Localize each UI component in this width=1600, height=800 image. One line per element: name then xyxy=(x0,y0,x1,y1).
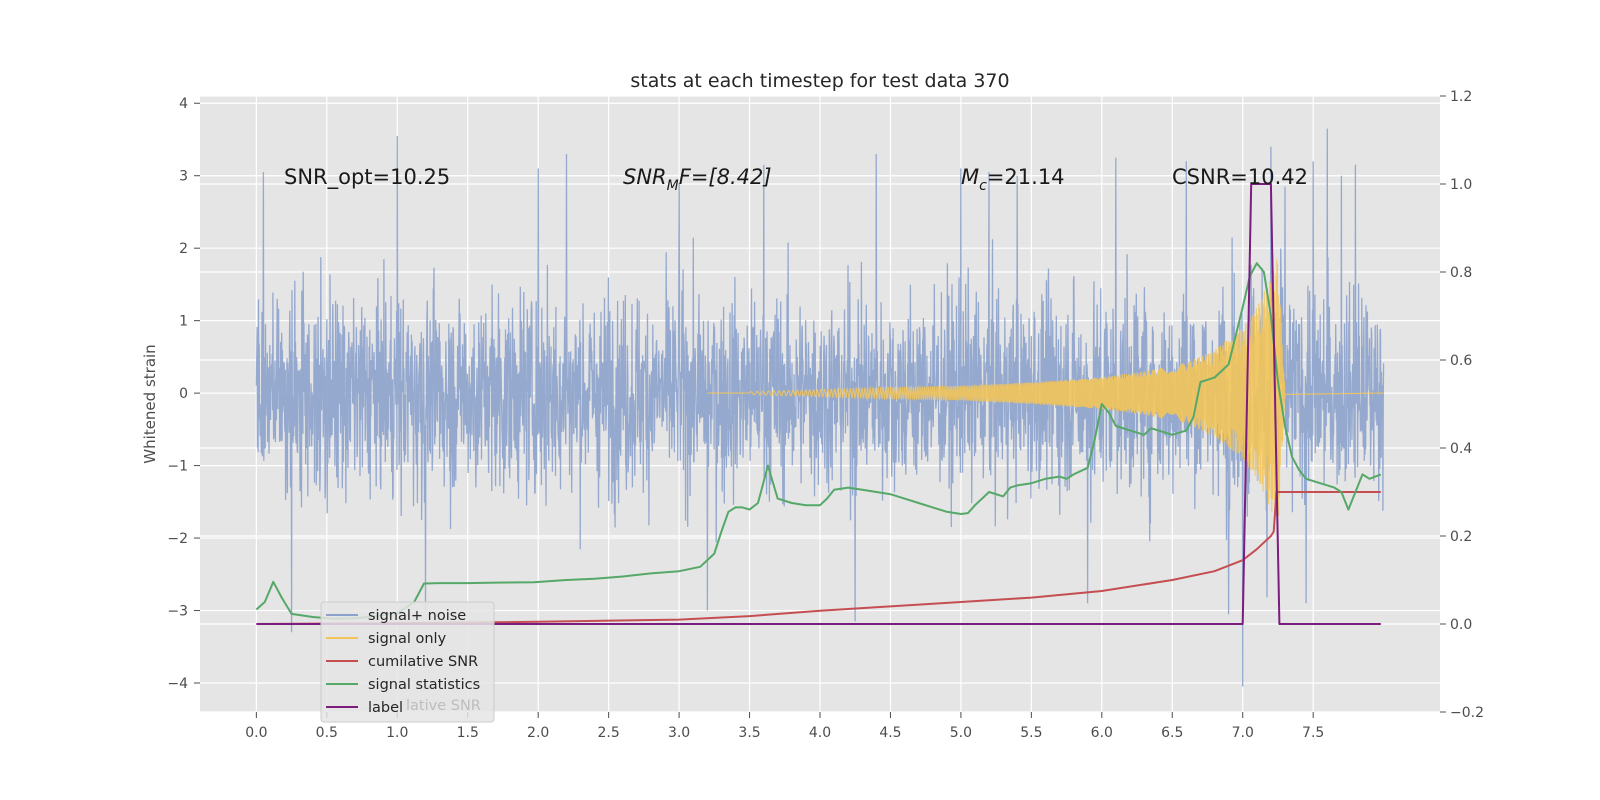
annotation-mc-rest: =21.14 xyxy=(987,165,1065,189)
axes: 0.0 0.5 1.0 1.5 2.0 2.5 3.0 3.5 4.0 4.5 5.0 5.5 6.0 6… xyxy=(167,89,1484,741)
annotation-snr-mf-base: SNR xyxy=(623,165,667,189)
x-tick-label: 1.5 xyxy=(457,725,479,741)
y-tick-label: −1 xyxy=(167,459,188,475)
x-tick-label: 7.5 xyxy=(1302,725,1324,741)
y-right-tick-label: 0.8 xyxy=(1450,265,1472,281)
x-tick-label: 7.0 xyxy=(1232,725,1254,741)
legend-label-cumulative-snr: cumilative SNR xyxy=(368,654,478,670)
legend-label-signal-noise: signal+ noise xyxy=(368,608,466,624)
annotations: SNR_opt=10.25 SNRMF=[8.42] Mc=21.14 CSNR… xyxy=(284,165,1308,194)
y-right-tick-label: 0.4 xyxy=(1450,441,1472,457)
x-tick-label: 3.5 xyxy=(738,725,760,741)
y-right-tick-label: 1.0 xyxy=(1450,177,1472,193)
y-axis-label: Whitened strain xyxy=(141,344,159,463)
y-tick-label: 1 xyxy=(179,314,188,330)
y-tick-label: −3 xyxy=(167,604,188,620)
annotation-snr-mf: SNRMF=[8.42] xyxy=(623,165,772,194)
y-right-tick-label: 0.6 xyxy=(1450,353,1472,369)
annotation-mc-base: M xyxy=(961,165,979,189)
y-right-tick-label: 0.2 xyxy=(1450,529,1472,545)
y-tick-label: 0 xyxy=(179,386,188,402)
series-lines xyxy=(255,183,1382,625)
legend: lative SNR signal+ noise signal only cum… xyxy=(320,601,495,723)
x-tick-label: 2.5 xyxy=(598,725,620,741)
legend-label-signal-statistics: signal statistics xyxy=(368,677,480,693)
x-tick-label: 6.0 xyxy=(1091,725,1113,741)
annotation-csnr: CSNR=10.42 xyxy=(1172,165,1308,189)
x-tick-label: 2.0 xyxy=(527,725,549,741)
y-right-tick-label: 1.2 xyxy=(1450,89,1472,105)
series-signal-only xyxy=(707,259,1384,521)
x-tick-label: 5.5 xyxy=(1020,725,1042,741)
x-tick-label: 4.5 xyxy=(879,725,901,741)
x-tick-label: 5.0 xyxy=(950,725,972,741)
series-line-cumilative-snr xyxy=(256,491,1381,625)
series-line-label xyxy=(256,183,1381,625)
legend-box xyxy=(320,601,495,723)
annotation-mc: Mc=21.14 xyxy=(961,165,1065,194)
y-tick-label: 4 xyxy=(179,96,188,112)
legend-label-label: label xyxy=(368,700,403,716)
legend-label-signal-only: signal only xyxy=(368,631,447,647)
legend-ghost-text: lative SNR xyxy=(406,698,481,714)
y-tick-label: −2 xyxy=(167,531,188,547)
y-tick-label: −4 xyxy=(167,676,188,692)
x-tick-label: 6.5 xyxy=(1161,725,1183,741)
y-right-tick-label: 0.0 xyxy=(1450,617,1472,633)
y-tick-label: 2 xyxy=(179,241,188,257)
x-tick-label: 4.0 xyxy=(809,725,831,741)
chart-title: stats at each timestep for test data 370 xyxy=(630,70,1009,92)
annotation-snr-mf-sub: M xyxy=(667,178,679,194)
y-right-tick-label: −0.2 xyxy=(1450,705,1484,721)
annotation-snr-mf-rest: F=[8.42] xyxy=(679,165,772,189)
x-tick-label: 0.0 xyxy=(245,725,267,741)
y-tick-label: 3 xyxy=(179,169,188,185)
annotation-mc-sub: c xyxy=(979,178,987,194)
trace-signal-only xyxy=(707,259,1384,521)
x-tick-label: 1.0 xyxy=(386,725,408,741)
annotation-snr-opt: SNR_opt=10.25 xyxy=(284,165,450,190)
x-tick-label: 3.0 xyxy=(668,725,690,741)
x-tick-label: 0.5 xyxy=(316,725,338,741)
